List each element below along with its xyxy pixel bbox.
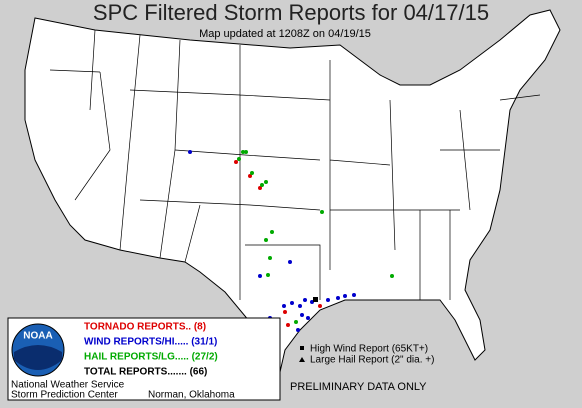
report-marker [250,171,254,175]
report-marker [270,230,274,234]
report-marker [390,274,394,278]
state-lines [49,29,541,300]
report-marker [294,320,298,324]
report-marker [286,323,290,327]
report-marker [268,256,272,260]
us-land [24,9,561,373]
total-count: TOTAL REPORTS....... (66) [84,367,207,378]
legend: NOAA TORNADO REPORTS.. (8) WIND REPORTS/… [7,317,281,401]
report-marker [264,180,268,184]
high-wind-key: High Wind Report (65KT+) [310,344,428,355]
report-marker [290,301,294,305]
preliminary-notice: PRELIMINARY DATA ONLY [290,381,427,393]
report-marker [288,260,292,264]
report-markers [188,150,394,342]
report-marker [343,294,347,298]
boundary [49,29,181,259]
tornado-count: TORNADO REPORTS.. (8) [84,322,206,333]
subtitle: Map updated at 1208Z on 04/19/15 [199,28,371,40]
report-marker [260,183,264,187]
report-marker [248,174,252,178]
report-marker [296,328,300,332]
center: Storm Prediction Center [11,390,118,401]
boundary [239,45,331,300]
report-marker [306,316,310,320]
report-marker [264,238,268,242]
report-marker [352,293,356,297]
logo-text: NOAA [23,331,52,342]
report-marker [320,210,324,214]
report-marker [237,157,241,161]
report-marker [303,298,307,302]
report-marker [244,150,248,154]
report-marker [298,304,302,308]
report-marker [326,298,330,302]
title: SPC Filtered Storm Reports for 04/17/15 [93,0,489,25]
location: Norman, Oklahoma [148,390,235,401]
large-hail-symbol [299,357,305,362]
logo-wave [14,345,62,370]
report-marker [266,273,270,277]
report-marker [283,310,287,314]
report-marker [282,304,286,308]
wind-count: WIND REPORTS/HI..... (31/1) [84,337,217,348]
report-marker [258,186,262,190]
report-marker [313,297,318,302]
report-marker [336,296,340,300]
hail-count: HAIL REPORTS/LG..... (27/2) [84,352,218,363]
large-hail-key: Large Hail Report (2" dia. +) [310,355,434,366]
report-marker [300,313,304,317]
high-wind-symbol [300,346,304,350]
report-marker [258,274,262,278]
report-marker [318,304,322,308]
report-marker [188,150,192,154]
report-marker [234,160,238,164]
boundary [129,89,251,263]
report-marker [241,150,245,154]
boundary [329,60,541,300]
agency: National Weather Service [11,380,125,391]
